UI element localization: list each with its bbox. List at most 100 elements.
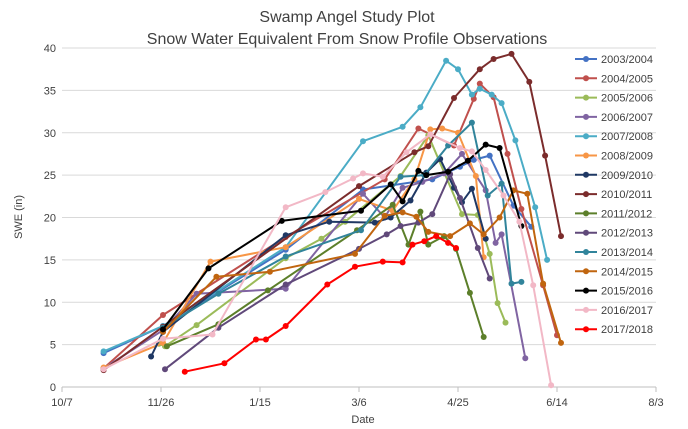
data-point (100, 348, 107, 355)
x-tick-label: 11/26 (148, 397, 175, 409)
legend-swatch-marker (583, 229, 589, 236)
x-axis-label: Date (351, 414, 374, 426)
data-point (399, 259, 406, 266)
data-point (474, 245, 481, 251)
chart-title: Swamp Angel Study Plot (259, 9, 435, 26)
data-point (358, 207, 364, 214)
data-point (486, 250, 493, 257)
data-point (360, 138, 366, 145)
data-point (163, 343, 170, 350)
legend-swatch-marker (583, 249, 589, 255)
data-point (486, 275, 493, 282)
legend-label: 2017/2018 (601, 324, 653, 336)
data-point (476, 85, 483, 92)
y-axis-label: SWE (in) (13, 195, 25, 239)
data-point (468, 119, 475, 126)
legend-swatch-marker (583, 210, 589, 217)
data-point (558, 233, 564, 240)
data-point (360, 190, 366, 197)
data-point (459, 211, 465, 218)
data-point (484, 192, 491, 199)
axes: 0 5 10 15 20 25 30 35 40 10/7 11/26 1/15 3/6 4/25 6/14… (44, 43, 664, 409)
data-point (548, 382, 555, 389)
data-point (411, 149, 418, 156)
legend-label: 2013/2014 (601, 247, 653, 259)
data-point (399, 184, 406, 191)
series-line (162, 121, 522, 329)
data-point (160, 312, 166, 318)
data-point (389, 201, 396, 208)
data-point (264, 287, 271, 294)
data-point (148, 353, 155, 360)
series-2015-2016 (160, 141, 525, 333)
data-point (496, 214, 503, 221)
data-point (381, 212, 388, 219)
legend-item: 2013/2014 (575, 247, 653, 259)
data-point (162, 366, 168, 373)
legend-swatch-marker (583, 191, 589, 198)
data-point (399, 198, 406, 205)
legend-swatch-marker (583, 152, 589, 159)
data-point (417, 208, 424, 215)
data-point (500, 192, 507, 199)
data-point (524, 190, 531, 197)
y-tick-label: 10 (44, 297, 56, 309)
legend-swatch-marker (583, 326, 589, 333)
x-tick-label: 3/6 (351, 397, 366, 409)
data-point (160, 326, 166, 333)
data-point (540, 280, 547, 287)
data-point (508, 280, 515, 287)
legend-swatch-marker (583, 56, 589, 62)
data-point (516, 218, 523, 225)
data-point (518, 278, 525, 285)
y-tick-label: 15 (44, 255, 56, 267)
legend-item: 2008/2009 (575, 151, 653, 163)
data-point (358, 227, 364, 234)
data-point (488, 91, 495, 98)
data-point (221, 360, 228, 367)
legend-item: 2007/2008 (575, 131, 653, 143)
x-tick-label: 10/7 (51, 397, 72, 409)
series-line (150, 158, 487, 357)
y-tick-label: 35 (44, 85, 56, 97)
data-point (423, 172, 430, 179)
data-point (445, 239, 452, 246)
series-line (103, 59, 549, 353)
legend-label: 2016/2017 (601, 305, 653, 317)
chart-subtitle: Snow Water Equivalent From Snow Profile … (147, 31, 547, 48)
data-point (530, 282, 537, 289)
data-point (100, 366, 107, 373)
data-point (160, 335, 166, 342)
y-tick-label: 30 (44, 128, 56, 140)
legend-label: 2009/2010 (601, 170, 653, 182)
y-tick-label: 40 (44, 43, 56, 55)
data-point (476, 80, 483, 87)
data-point (542, 152, 549, 159)
data-point (413, 213, 420, 220)
legend-label: 2003/2004 (601, 54, 653, 66)
legend-label: 2005/2006 (601, 93, 653, 105)
data-point (429, 211, 436, 218)
data-point (387, 214, 394, 221)
legend-label: 2014/2015 (601, 266, 653, 278)
legend-item: 2006/2007 (575, 112, 653, 124)
data-point (415, 125, 422, 132)
data-point (379, 173, 386, 180)
data-point (322, 189, 329, 196)
legend-swatch-marker (583, 306, 589, 313)
legend-item: 2004/2005 (575, 73, 653, 85)
data-point (502, 319, 509, 326)
x-tick-label: 6/14 (546, 397, 567, 409)
legend-label: 2015/2016 (601, 286, 653, 298)
series-line (166, 203, 485, 348)
data-point (383, 231, 390, 238)
data-point (508, 50, 515, 57)
data-point (455, 66, 461, 73)
x-tick-label: 1/15 (249, 397, 270, 409)
data-point (262, 336, 269, 343)
data-point (215, 290, 222, 297)
legend-label: 2010/2011 (601, 189, 652, 201)
data-point (403, 149, 410, 156)
x-tick-label: 4/25 (447, 397, 468, 409)
